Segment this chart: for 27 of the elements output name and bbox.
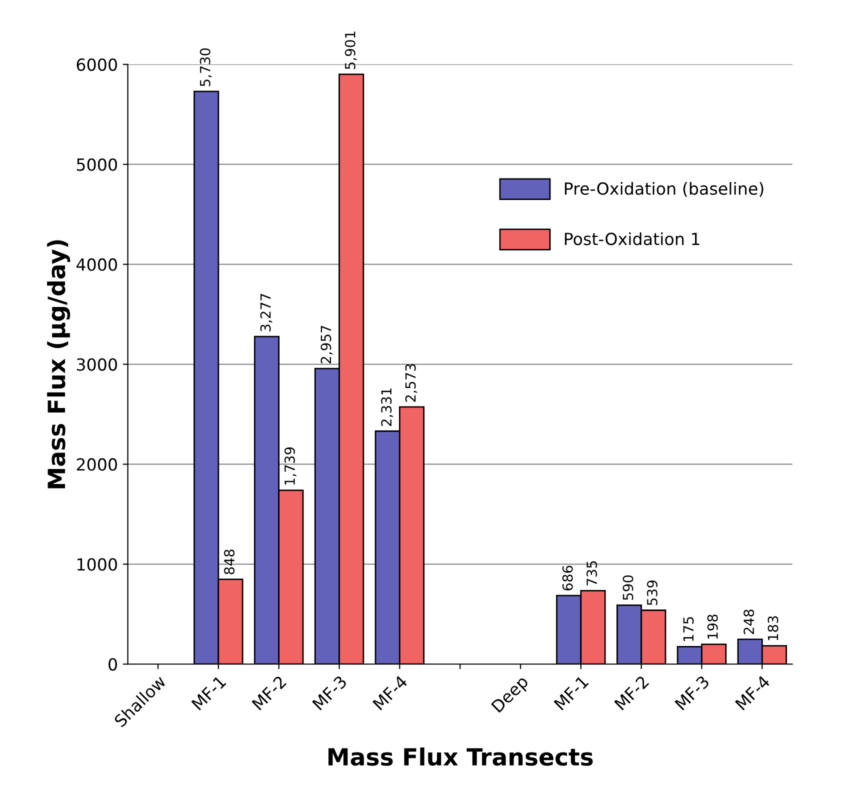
y-tick-label: 0	[108, 658, 117, 671]
data-label: 590	[622, 575, 634, 600]
data-label: 735	[586, 561, 598, 586]
y-tick-label: 4000	[76, 258, 117, 271]
y-tick-label: 3000	[76, 358, 117, 371]
y-axis-title: Mass Flux (µg/day)	[47, 240, 70, 488]
data-label: 2,331	[381, 388, 394, 426]
data-label: 3,277	[260, 294, 272, 332]
legend-label: Post-Oxidation 1	[564, 232, 700, 246]
data-label: 848	[224, 550, 235, 574]
data-label: 248	[744, 610, 754, 634]
data-label: 5,901	[344, 32, 357, 70]
data-label: 2,957	[320, 326, 333, 364]
y-tick-label: 5000	[76, 158, 117, 171]
y-tick-label: 6000	[76, 58, 117, 71]
data-label: 5,730	[200, 48, 212, 86]
data-label: 539	[646, 580, 658, 606]
y-tick-label: 1000	[77, 558, 117, 571]
data-label: 686	[562, 566, 573, 590]
data-label: 2,573	[405, 364, 418, 402]
data-label: 175	[683, 617, 694, 641]
x-axis-title: Mass Flux Transects	[328, 747, 593, 766]
data-label: 183	[768, 616, 778, 640]
legend-label: Pre-Oxidation (baseline)	[564, 182, 764, 197]
data-label: 198	[707, 614, 718, 639]
data-label: 1,739	[284, 447, 296, 485]
y-tick-label: 2000	[76, 458, 117, 471]
